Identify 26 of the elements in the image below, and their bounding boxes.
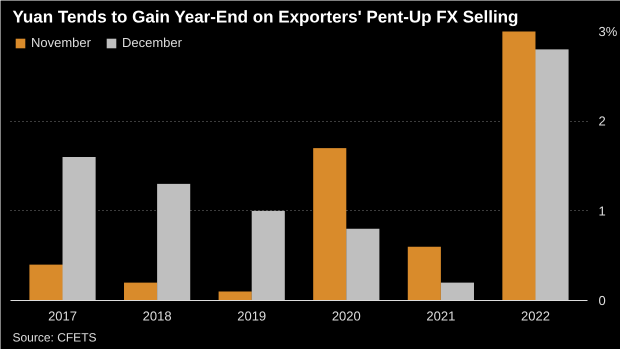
bar <box>408 246 441 300</box>
bar <box>218 292 252 300</box>
x-tick-label: 2018 <box>142 308 172 324</box>
bar <box>124 282 158 300</box>
bar <box>502 32 536 300</box>
bar <box>440 282 474 300</box>
bar <box>62 157 96 300</box>
y-tick-label: 2 <box>598 114 606 129</box>
x-tick-label: 2020 <box>332 308 361 324</box>
y-tick-label: 1 <box>598 203 606 218</box>
bar <box>252 210 285 300</box>
legend-label: November <box>31 35 91 50</box>
bar <box>157 184 190 300</box>
bar <box>346 228 380 300</box>
bar <box>29 264 63 300</box>
chart-title: Yuan Tends to Gain Year-End on Exporters' Pent-Up FX Selling <box>12 8 518 26</box>
x-tick-label: 2017 <box>48 308 77 324</box>
x-tick-label: 2022 <box>521 308 550 324</box>
bar <box>535 49 569 300</box>
bar <box>313 148 346 300</box>
source-note: Source: CFETS <box>12 330 97 344</box>
x-tick-label: 2019 <box>237 308 266 324</box>
legend-label: December <box>122 35 182 50</box>
x-tick-label: 2021 <box>426 308 456 324</box>
y-tick-label: 3% <box>598 24 618 39</box>
y-tick-label: 0 <box>598 293 606 308</box>
